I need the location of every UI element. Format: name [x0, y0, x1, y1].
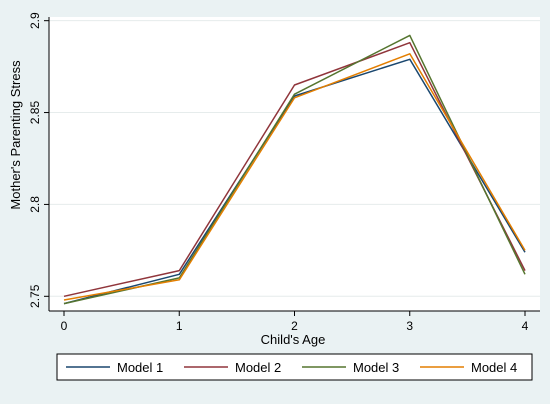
x-tick-label: 1 [176, 319, 183, 333]
legend: Model 1 Model 2 Model 3 Model 4 [56, 353, 533, 381]
legend-label: Model 1 [117, 360, 163, 375]
x-tick-label: 0 [61, 319, 68, 333]
x-axis-title: Child's Age [261, 332, 326, 347]
x-tick-label: 2 [291, 319, 298, 333]
y-tick-label: 2.8 [28, 196, 42, 213]
y-tick-label: 2.9 [28, 12, 42, 29]
series-line-model-1 [63, 58, 526, 305]
plot-area [49, 17, 540, 311]
series-lines [63, 34, 526, 305]
x-tick-label: 4 [522, 319, 529, 333]
series-line-model-4 [63, 53, 526, 301]
legend-label: Model 3 [353, 360, 399, 375]
y-tick-label: 2.85 [28, 101, 42, 125]
gridlines [49, 20, 540, 297]
y-axis-title: Mother's Parenting Stress [8, 60, 23, 210]
x-tick-label: 3 [406, 319, 413, 333]
y-tick-label: 2.75 [28, 284, 42, 308]
tick-labels: 2.75 2.8 2.85 2.9 0 1 2 3 4 [28, 12, 529, 333]
legend-label: Model 2 [235, 360, 281, 375]
legend-label: Model 4 [471, 360, 517, 375]
